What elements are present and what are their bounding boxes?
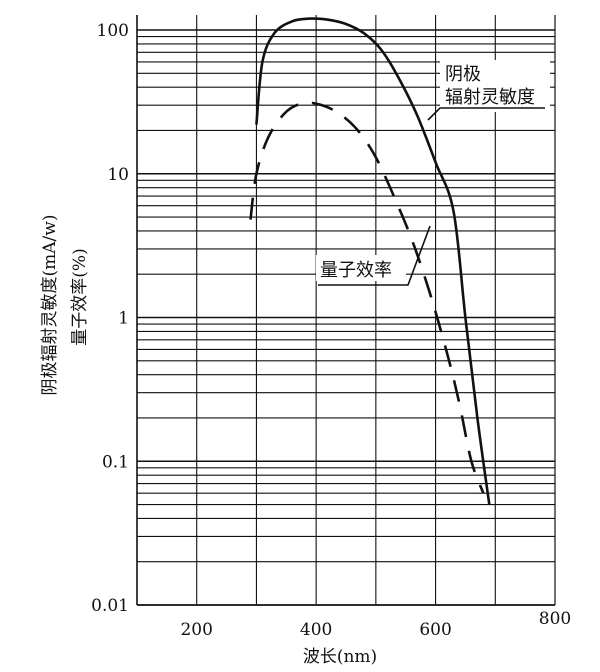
annotation-bg: [316, 255, 406, 281]
x-tick-label: 200: [180, 620, 212, 640]
series-line-sensitivity: [255, 17, 491, 505]
series-line-quantum-efficiency: [249, 101, 485, 494]
annotation-leader-line: [318, 225, 431, 286]
annotation-bg: [440, 60, 550, 112]
annotation-leader-line: [427, 107, 545, 121]
y-tick-label: 0.1: [102, 452, 129, 472]
y-tick-label: 100: [97, 21, 129, 41]
x-tick-label: 600: [419, 620, 451, 640]
annotation-label: 阴极: [445, 64, 481, 85]
x-tick-label: 400: [300, 620, 332, 640]
y-axis-label-secondary: 量子效率(%): [70, 248, 90, 345]
annotation-label: 量子效率: [320, 260, 392, 281]
x-tick-label: 800: [539, 609, 571, 629]
y-tick-label: 1: [118, 309, 129, 329]
y-axis-label: 阴极辐射灵敏度(mA/w): [40, 215, 60, 396]
y-tick-label: 0.01: [91, 596, 129, 616]
annotation-label: 辐射灵敏度: [445, 87, 535, 108]
x-axis-label: 波长(nm): [303, 647, 377, 667]
y-tick-label: 10: [107, 165, 129, 185]
